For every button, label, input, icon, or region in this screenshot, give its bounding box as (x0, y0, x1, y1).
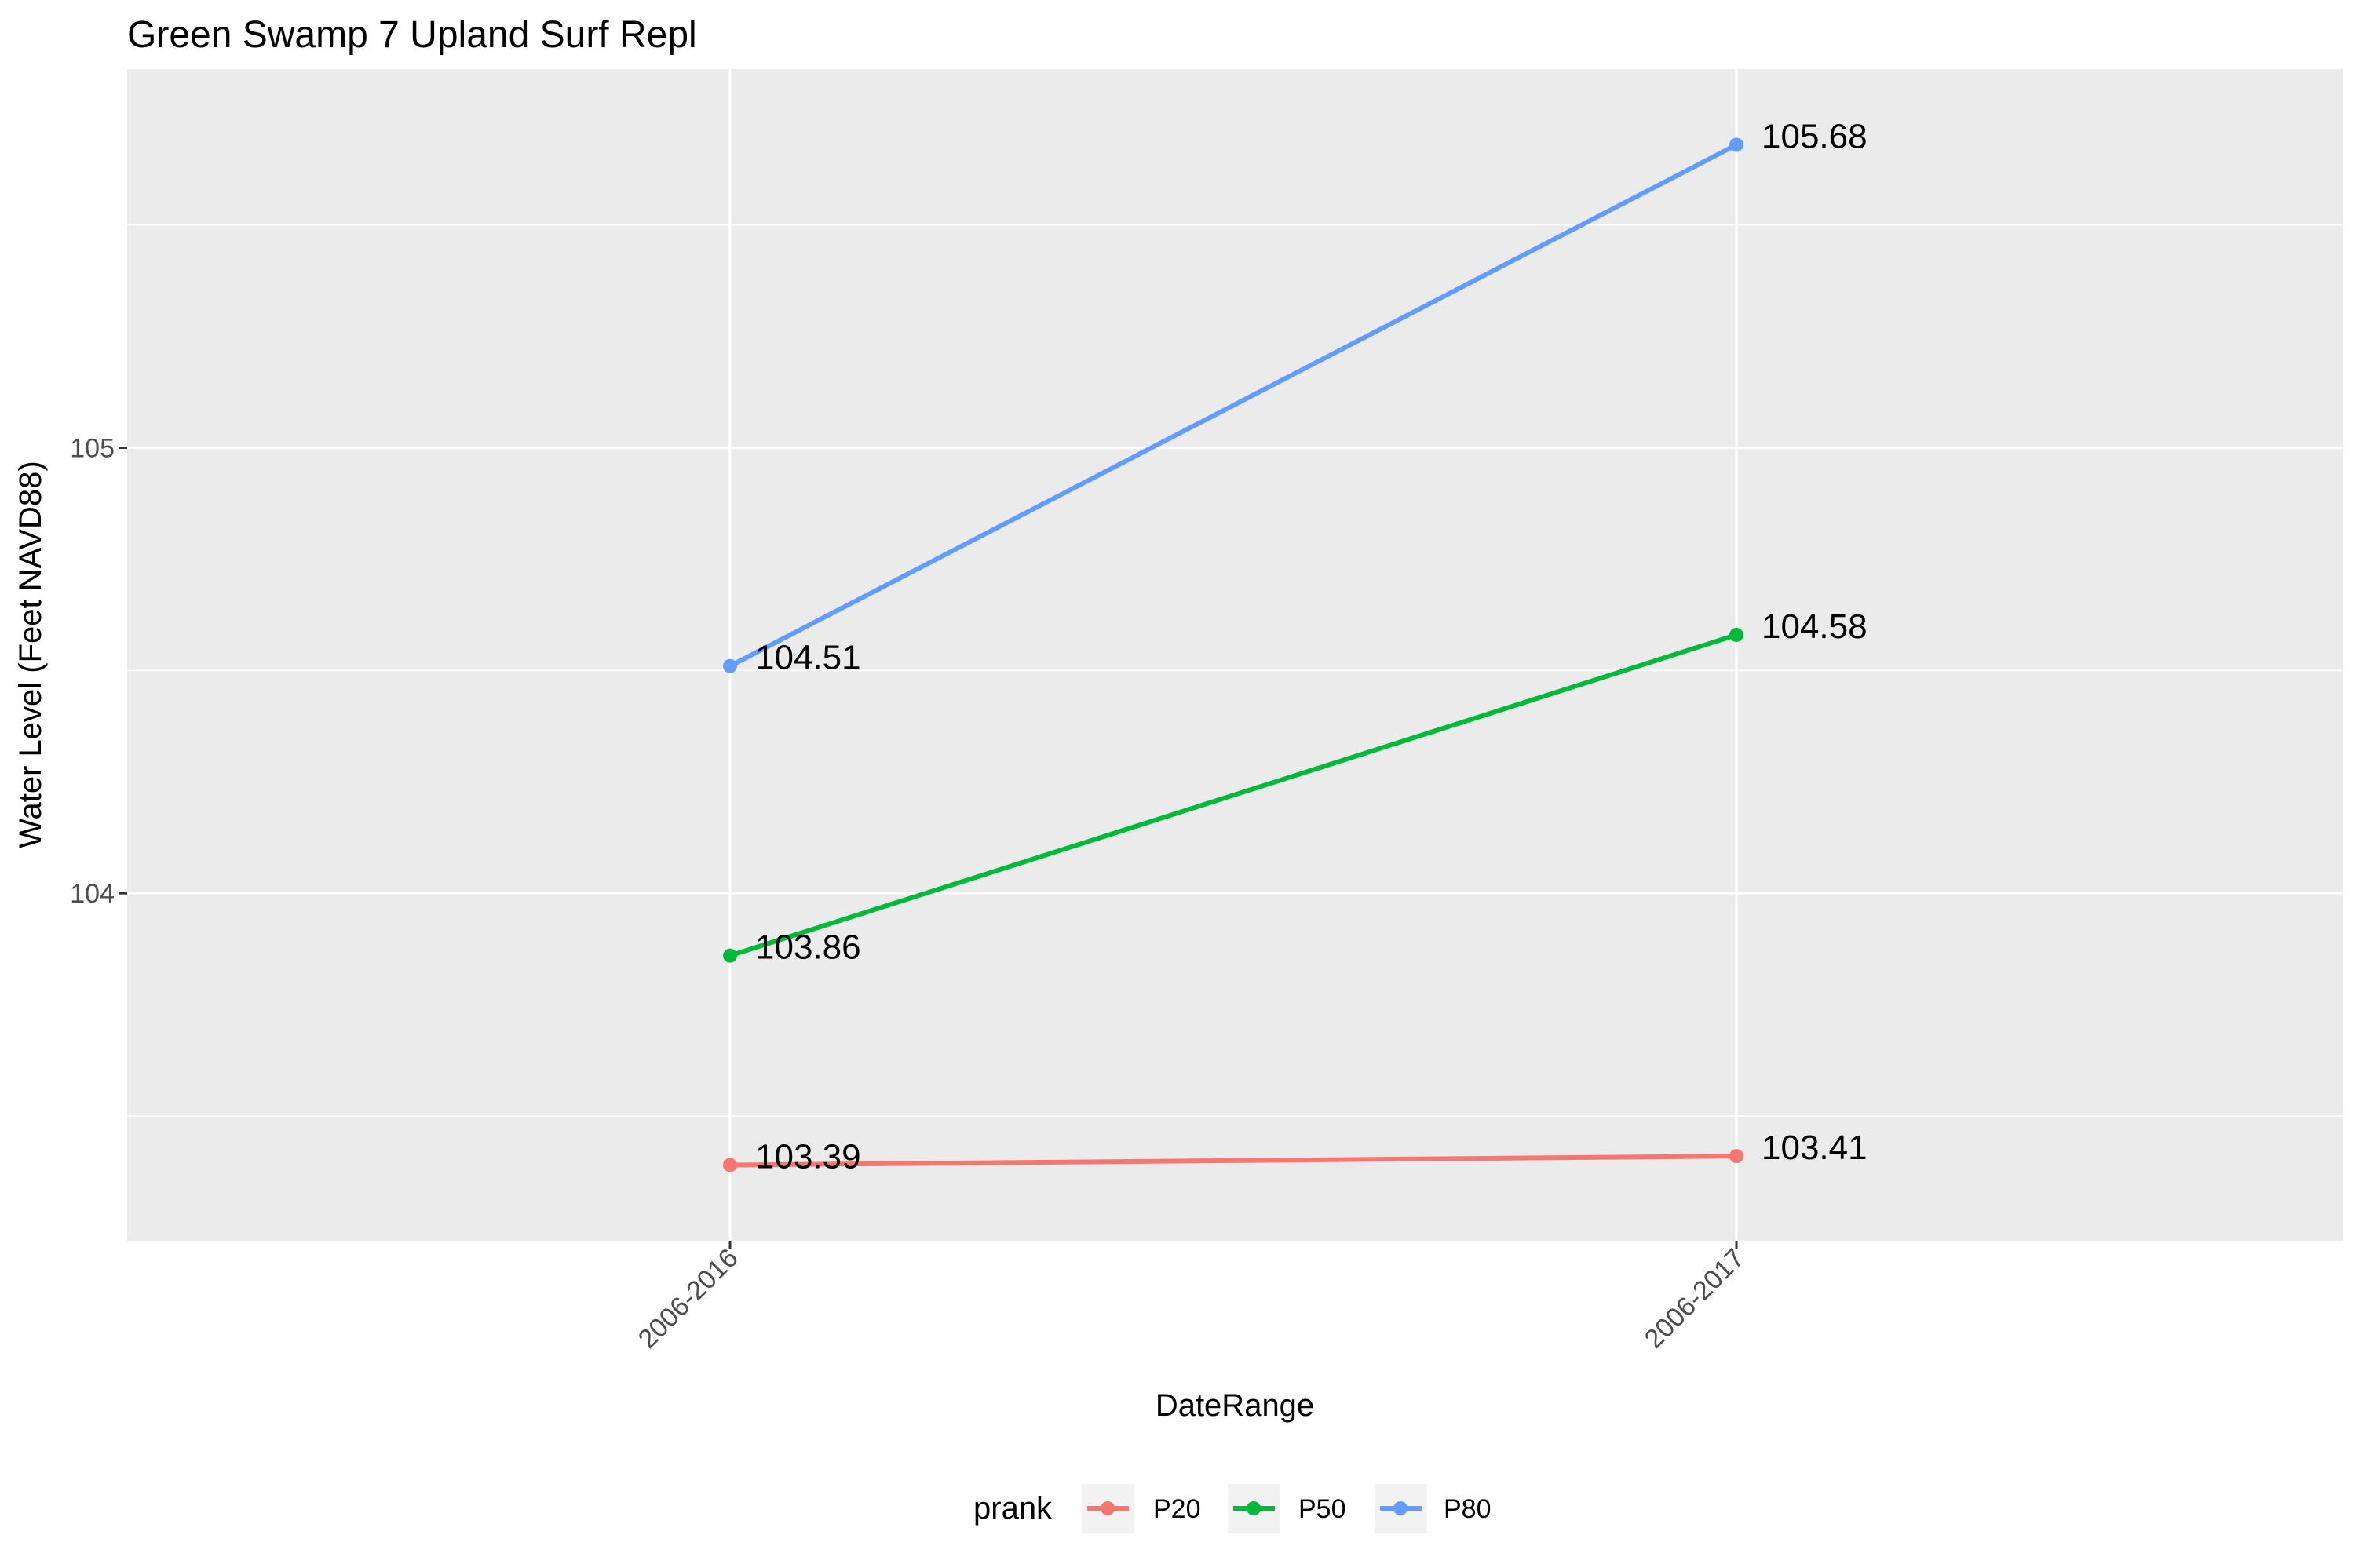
grid-minor (127, 224, 2343, 1117)
legend: prank P20 P50 P80 (973, 1484, 1492, 1533)
legend-entry-label: P50 (1298, 1494, 1346, 1524)
data-label: 104.58 (1762, 607, 1868, 646)
data-point-p80 (1729, 137, 1743, 152)
chart-title: Green Swamp 7 Upland Surf Repl (127, 14, 697, 56)
y-axis-label: Water Level (Feet NAVD88) (13, 461, 48, 848)
data-point-p50 (1729, 627, 1743, 642)
series-line-p80 (728, 142, 1738, 669)
data-point-p50 (723, 948, 737, 963)
data-point-p20 (723, 1158, 737, 1172)
y-tick-label: 104 (70, 879, 115, 909)
data-label: 103.41 (1762, 1129, 1868, 1167)
y-tick-label: 105 (70, 434, 115, 464)
panel-background (127, 69, 2343, 1241)
series-line-p50 (729, 633, 1737, 958)
data-point-p80 (723, 658, 737, 673)
series-layer: 103.39 103.41 103.86 104.58 104.51 105.68 (723, 118, 1868, 1176)
legend-key-point (1101, 1501, 1115, 1515)
x-axis: 2006-2016 2006-2017 (633, 1241, 1751, 1355)
series-line-p20 (729, 1154, 1737, 1168)
data-label: 104.51 (755, 639, 861, 677)
grid-major (127, 69, 2343, 1241)
y-axis: 104 105 (70, 434, 127, 909)
x-tick-label: 2006-2017 (1639, 1243, 1751, 1355)
legend-key-point (1393, 1501, 1408, 1515)
data-label: 105.68 (1762, 118, 1868, 156)
legend-title: prank (973, 1491, 1053, 1526)
legend-key-point (1247, 1501, 1261, 1515)
legend-entry-label: P80 (1444, 1494, 1492, 1524)
legend-entry-label: P20 (1153, 1494, 1201, 1524)
data-label: 103.86 (755, 928, 861, 967)
data-point-p20 (1729, 1149, 1743, 1164)
data-label: 103.39 (755, 1137, 861, 1176)
x-axis-label: DateRange (1156, 1388, 1314, 1423)
x-tick-label: 2006-2016 (633, 1243, 744, 1355)
